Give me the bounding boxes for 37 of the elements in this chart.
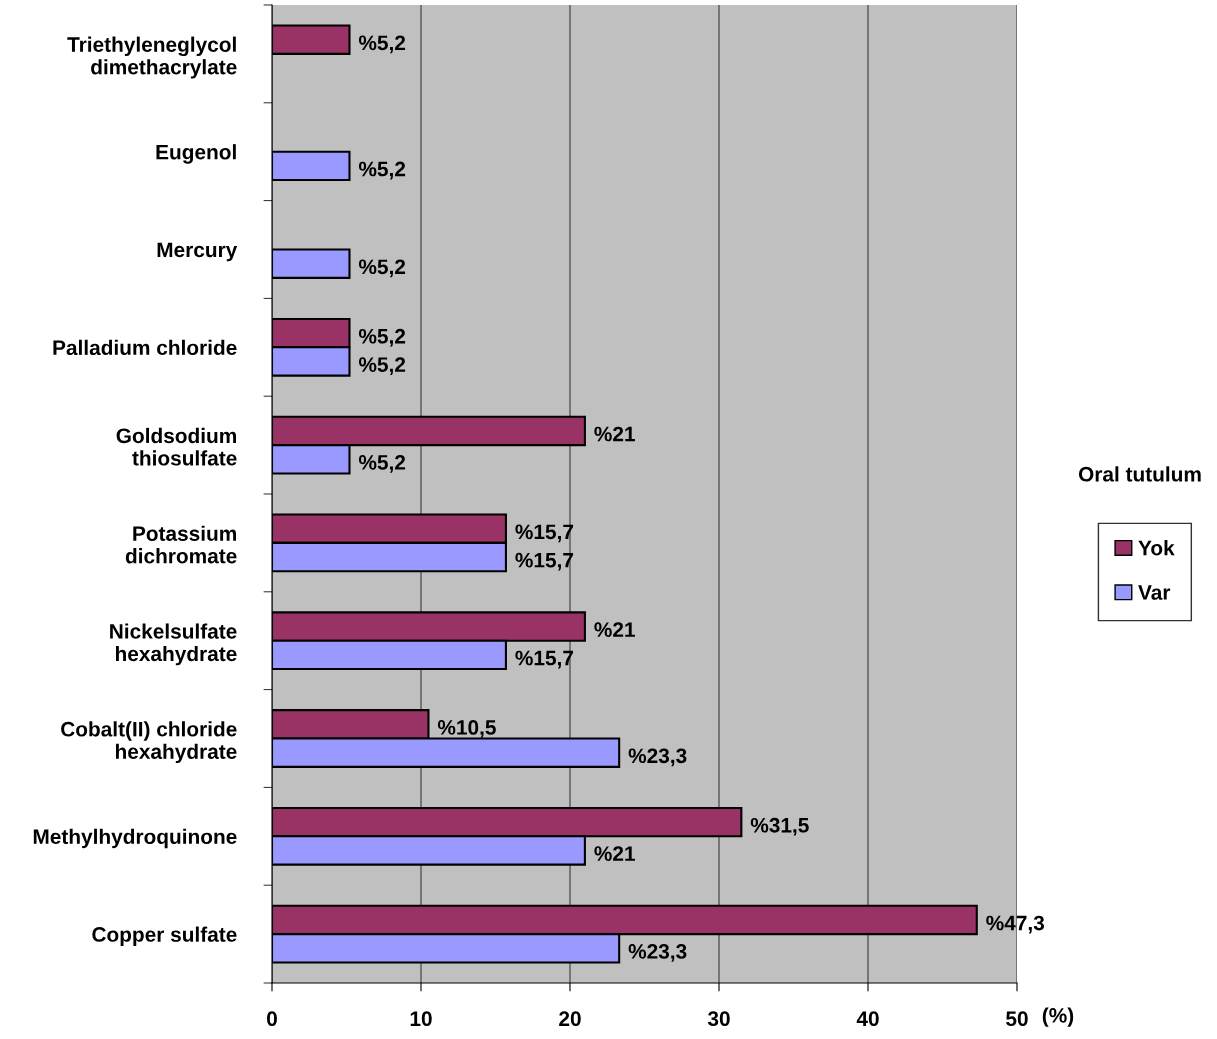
y-tick-label: Nickelsulfate hexahydrate bbox=[110, 623, 237, 666]
y-tick-label: Mercury bbox=[157, 242, 238, 262]
x-axis-title: (%) bbox=[1042, 1007, 1074, 1027]
data-label: %10,5 bbox=[437, 720, 496, 738]
x-tick-label: 20 bbox=[559, 1011, 581, 1027]
x-tick-label: 40 bbox=[856, 1011, 879, 1027]
data-label: %5,2 bbox=[358, 357, 406, 375]
legend-label: Yok bbox=[1138, 540, 1175, 556]
y-tick-label: Triethyleneglycol dimethacrylate bbox=[67, 36, 237, 79]
x-tick-label: 10 bbox=[410, 1011, 432, 1027]
data-label: %21 bbox=[594, 426, 635, 442]
y-tick-label: Cobalt(II) chloride hexahydrate bbox=[61, 721, 237, 764]
y-tick-label: Methylhydroquinone bbox=[33, 828, 237, 849]
data-label: %31,5 bbox=[750, 817, 809, 836]
data-label: %23,3 bbox=[628, 944, 687, 962]
y-tick-label: Eugenol bbox=[156, 144, 236, 164]
data-label: %21 bbox=[594, 622, 635, 637]
data-label: %5,2 bbox=[358, 35, 406, 54]
data-label: %23,3 bbox=[628, 748, 687, 767]
legend-title: Oral tutulum bbox=[1078, 466, 1201, 482]
y-tick-label: Palladium chloride bbox=[53, 339, 237, 356]
y-tick-label: Goldsodium thiosulfate bbox=[116, 427, 237, 466]
data-label: %15,7 bbox=[515, 524, 574, 543]
data-label: %21 bbox=[594, 846, 635, 861]
data-label: %15,7 bbox=[515, 650, 574, 669]
x-tick-label: 30 bbox=[707, 1011, 730, 1027]
data-label: %15,7 bbox=[515, 552, 574, 571]
y-tick-label: Potassium dichromate bbox=[125, 525, 237, 564]
data-label: %5,2 bbox=[358, 161, 406, 180]
data-label: %47,3 bbox=[986, 915, 1045, 934]
y-tick-label: Copper sulfate bbox=[92, 926, 237, 946]
data-label: %5,2 bbox=[358, 328, 406, 347]
x-tick-label: 0 bbox=[267, 1011, 277, 1027]
data-label: %5,2 bbox=[358, 259, 406, 278]
x-tick-label: 50 bbox=[1006, 1011, 1028, 1027]
legend-label: Var bbox=[1138, 585, 1171, 600]
data-label: %5,2 bbox=[358, 455, 406, 473]
